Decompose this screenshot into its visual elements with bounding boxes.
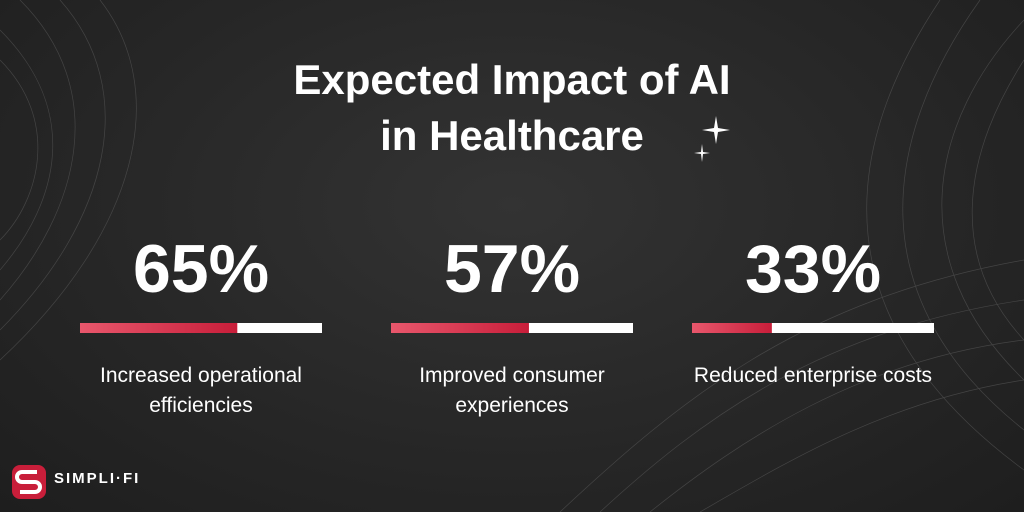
- bar-track: [692, 323, 934, 333]
- brand: SIMPLI·FI: [54, 470, 141, 487]
- bar: [391, 323, 529, 333]
- value-label: 65%: [132, 231, 270, 307]
- bar: [80, 323, 238, 333]
- value-label: 33%: [744, 231, 882, 307]
- logo-icon: [12, 465, 46, 499]
- category-label: Increased operational efficiencies: [100, 364, 302, 417]
- bar: [692, 323, 772, 333]
- value-label: 57%: [443, 231, 581, 307]
- title: Expected Impact of AI in Healthcare: [293, 56, 731, 159]
- stat: 65% Increased operational efficiencies: [71, 235, 331, 421]
- category-label: Improved consumer experiences: [419, 364, 605, 417]
- stat: 33% Reduced enterprise costs: [683, 235, 943, 391]
- stat: 57% Improved consumer experiences: [382, 235, 642, 421]
- category-label: Reduced enterprise costs: [693, 364, 933, 387]
